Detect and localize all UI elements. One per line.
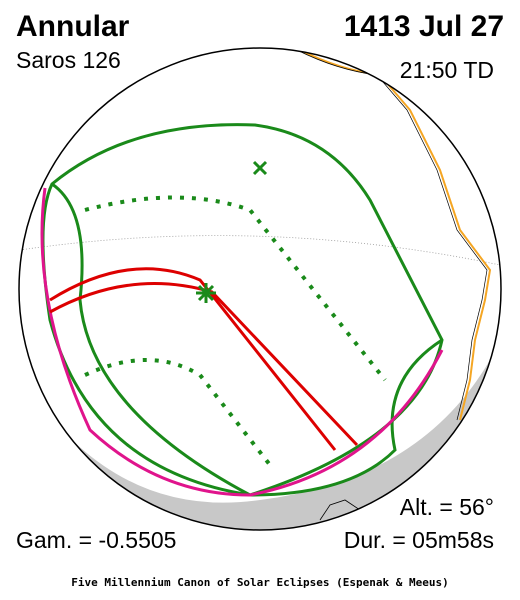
globe bbox=[19, 48, 501, 530]
rise-set-curve bbox=[40, 187, 444, 497]
subsolar-point bbox=[252, 160, 268, 176]
penumbra-limit bbox=[249, 338, 443, 497]
saros: Saros 126 bbox=[16, 47, 121, 73]
penumbra-limit bbox=[51, 182, 251, 497]
credit: Five Millennium Canon of Solar Eclipses … bbox=[71, 576, 449, 589]
globe-outline bbox=[18, 47, 502, 531]
date: 1413 Jul 27 bbox=[344, 10, 504, 43]
central-path bbox=[49, 267, 337, 451]
duration: Dur. = 05m58s bbox=[344, 527, 494, 553]
title: Annular bbox=[16, 10, 130, 43]
altitude: Alt. = 56° bbox=[400, 494, 494, 520]
magnitude-line bbox=[84, 195, 387, 382]
equator bbox=[19, 235, 501, 266]
time: 21:50 TD bbox=[400, 57, 494, 83]
gamma: Gam. = -0.5505 bbox=[16, 527, 176, 553]
greatest-eclipse bbox=[196, 283, 216, 303]
